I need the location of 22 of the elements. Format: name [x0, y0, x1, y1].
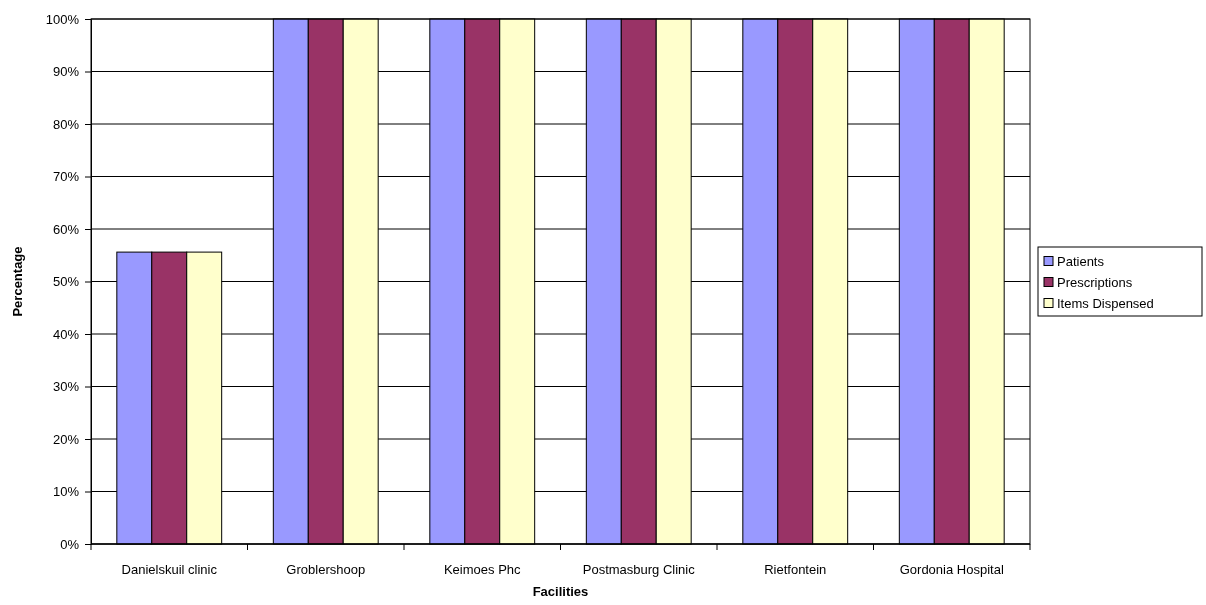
- y-tick-label: 50%: [52, 274, 80, 290]
- y-axis-title: Percentage: [10, 246, 25, 317]
- y-tick-label: 80%: [52, 116, 80, 132]
- y-tick-label: 40%: [52, 326, 80, 342]
- y-tick-label: 20%: [52, 431, 80, 447]
- y-tick-label: 100%: [45, 11, 80, 27]
- legend-label: Items Dispensed: [1057, 296, 1154, 311]
- x-axis-title: Facilities: [532, 584, 589, 599]
- y-tick-label: 10%: [52, 484, 80, 500]
- x-tick-label: Gordonia Hospital: [899, 562, 1004, 577]
- legend-label: Patients: [1057, 254, 1105, 269]
- y-tick-label: 0%: [60, 536, 80, 552]
- x-tick-label: Rietfontein: [764, 562, 827, 577]
- legend-label: Prescriptions: [1057, 275, 1133, 290]
- y-tick-label: 30%: [52, 379, 80, 395]
- y-tick-label: 90%: [52, 64, 80, 80]
- x-tick-label: Postmasburg Clinic: [582, 562, 696, 577]
- x-tick-label: Keimoes Phc: [443, 562, 522, 577]
- x-tick-label: Danielskuil clinic: [121, 562, 218, 577]
- y-tick-label: 60%: [52, 221, 80, 237]
- x-tick-label: Groblershoop: [286, 562, 366, 577]
- y-tick-label: 70%: [52, 169, 80, 185]
